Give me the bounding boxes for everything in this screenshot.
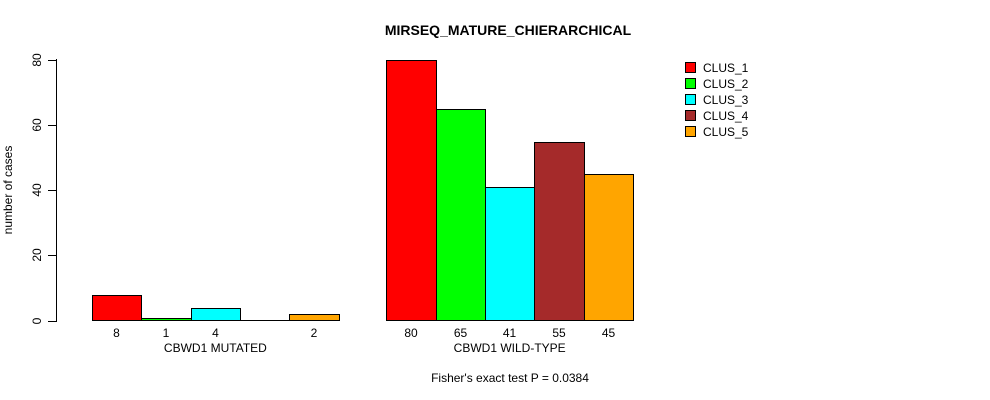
bar (534, 142, 585, 321)
legend-swatch-icon (685, 126, 696, 137)
legend-label: CLUS_3 (703, 92, 749, 107)
y-tick-label: 60 (30, 118, 44, 132)
y-tick-label: 80 (30, 53, 44, 67)
legend-label: CLUS_2 (703, 76, 749, 91)
legend-item: CLUS_3 (685, 92, 748, 107)
bar-value-label: 80 (404, 326, 418, 340)
bar-value-label: 45 (601, 326, 616, 340)
legend-label: CLUS_4 (703, 108, 749, 123)
y-tick-label: 40 (30, 183, 44, 197)
bar-value-label: 1 (162, 326, 170, 340)
legend-item: CLUS_5 (685, 124, 748, 139)
bar (191, 308, 241, 321)
bar (485, 187, 535, 321)
fisher-test-annotation: Fisher's exact test P = 0.0384 (431, 371, 589, 385)
bar (386, 60, 437, 321)
bar-value-label: 55 (552, 326, 566, 340)
bar-value-label: 65 (453, 326, 468, 340)
y-tick (48, 255, 57, 256)
y-tick-label: 20 (30, 248, 44, 262)
bar-value-label: 8 (113, 326, 120, 340)
legend-swatch-icon (685, 94, 696, 105)
group-label: CBWD1 MUTATED (163, 341, 267, 355)
group-label: CBWD1 WILD-TYPE (453, 341, 566, 355)
legend-item: CLUS_1 (685, 60, 748, 75)
legend-label: CLUS_1 (703, 60, 749, 75)
bar (584, 174, 634, 321)
legend-swatch-icon (685, 78, 696, 89)
legend-swatch-icon (685, 62, 696, 73)
y-tick (48, 190, 57, 191)
y-tick (48, 125, 57, 126)
bar (92, 295, 142, 321)
y-tick-label: 0 (30, 317, 44, 325)
bar-value-label: 4 (212, 326, 219, 340)
y-tick (48, 321, 57, 322)
legend-swatch-icon (685, 110, 696, 121)
legend-label: CLUS_5 (703, 124, 749, 139)
bar (141, 318, 192, 321)
bar (436, 109, 486, 321)
legend: CLUS_1 CLUS_2 CLUS_3 CLUS_4 CLUS_5 (685, 60, 748, 140)
y-tick (48, 60, 57, 61)
bar (289, 314, 340, 321)
y-axis-label: number of cases (1, 145, 15, 235)
chart-title: MIRSEQ_MATURE_CHIERARCHICAL (384, 22, 632, 38)
bar (240, 320, 290, 321)
bar-value-label: 41 (502, 326, 517, 340)
legend-item: CLUS_2 (685, 76, 748, 91)
bar-value-label: 2 (310, 326, 318, 340)
legend-item: CLUS_4 (685, 108, 748, 123)
